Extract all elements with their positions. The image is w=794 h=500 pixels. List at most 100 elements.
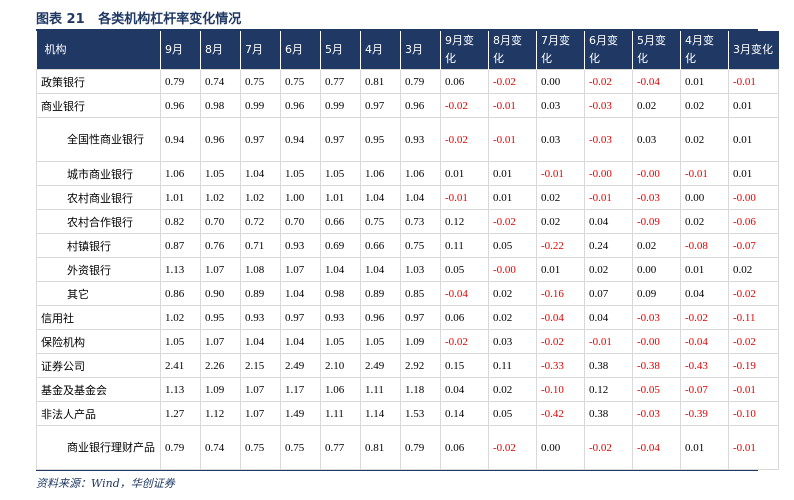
change-value: 0.02	[488, 377, 537, 402]
leverage-value: 0.82	[160, 209, 201, 234]
institution-name: 保险机构	[36, 329, 161, 354]
change-value: -0.03	[584, 93, 633, 118]
change-value: 0.12	[584, 377, 633, 402]
change-value: -0.10	[536, 377, 585, 402]
institution-name: 其它	[36, 281, 161, 306]
leverage-value: 1.07	[200, 329, 241, 354]
leverage-value: 0.96	[400, 93, 441, 118]
leverage-value: 1.02	[240, 185, 281, 210]
leverage-value: 1.06	[320, 377, 361, 402]
leverage-value: 1.06	[360, 161, 401, 186]
change-value: 0.01	[680, 425, 729, 470]
change-value: -0.02	[680, 305, 729, 330]
leverage-value: 1.04	[280, 281, 321, 306]
leverage-value: 0.97	[280, 305, 321, 330]
change-value: 0.02	[680, 93, 729, 118]
change-value: 0.00	[680, 185, 729, 210]
leverage-value: 1.04	[320, 257, 361, 282]
leverage-value: 0.93	[400, 117, 441, 162]
change-value: -0.02	[440, 117, 489, 162]
header-cell: 7月变化	[536, 31, 585, 70]
header-row: 机构 9月 8月 7月 6月 5月 4月 3月 9月变化 8月变化 7月变化 6…	[36, 31, 779, 70]
table-row: 村镇银行 0.87 0.76 0.71 0.93 0.69 0.66 0.75 0.11 0.05…	[36, 233, 779, 258]
change-value: -0.07	[680, 377, 729, 402]
change-value: 0.07	[584, 281, 633, 306]
leverage-value: 0.96	[280, 93, 321, 118]
leverage-value: 0.96	[160, 93, 201, 118]
change-value: -0.00	[632, 161, 681, 186]
leverage-value: 1.04	[360, 185, 401, 210]
change-value: 0.11	[488, 353, 537, 378]
leverage-value: 0.77	[320, 425, 361, 470]
leverage-value: 1.04	[400, 185, 441, 210]
change-value: -0.04	[440, 281, 489, 306]
change-value: 0.24	[584, 233, 633, 258]
leverage-value: 0.99	[320, 93, 361, 118]
leverage-value: 0.98	[320, 281, 361, 306]
change-value: 0.02	[728, 257, 779, 282]
header-cell: 机构	[36, 31, 161, 70]
leverage-value: 1.14	[360, 401, 401, 426]
leverage-value: 0.75	[280, 69, 321, 94]
change-value: -0.02	[728, 329, 779, 354]
institution-name: 城市商业银行	[36, 161, 161, 186]
change-value: -0.01	[488, 93, 537, 118]
change-value: -0.22	[536, 233, 585, 258]
change-value: -0.02	[440, 329, 489, 354]
leverage-value: 1.27	[160, 401, 201, 426]
change-value: 0.02	[584, 257, 633, 282]
change-value: -0.03	[584, 117, 633, 162]
leverage-value: 0.69	[320, 233, 361, 258]
header-cell: 6月	[280, 31, 321, 70]
change-value: 0.04	[680, 281, 729, 306]
leverage-value: 2.49	[280, 353, 321, 378]
change-value: -0.33	[536, 353, 585, 378]
leverage-value: 1.09	[400, 329, 441, 354]
table-row: 其它 0.86 0.90 0.89 1.04 0.98 0.89 0.85 -0.04 0.02-…	[36, 281, 779, 306]
change-value: -0.03	[632, 185, 681, 210]
change-value: 0.14	[440, 401, 489, 426]
change-value: 0.00	[536, 425, 585, 470]
table-row: 政策银行 0.79 0.74 0.75 0.75 0.77 0.81 0.79 0.06 -0.0…	[36, 69, 779, 94]
change-value: 0.03	[488, 329, 537, 354]
leverage-value: 0.94	[280, 117, 321, 162]
leverage-value: 1.01	[160, 185, 201, 210]
header-cell: 6月变化	[584, 31, 633, 70]
change-value: -0.43	[680, 353, 729, 378]
change-value: -0.09	[632, 209, 681, 234]
change-value: -0.00	[632, 329, 681, 354]
institution-name: 外资银行	[36, 257, 161, 282]
change-value: -0.02	[488, 69, 537, 94]
leverage-table: 机构 9月 8月 7月 6月 5月 4月 3月 9月变化 8月变化 7月变化 6…	[36, 31, 779, 470]
leverage-value: 0.81	[360, 69, 401, 94]
change-value: 0.15	[440, 353, 489, 378]
leverage-value: 0.95	[360, 117, 401, 162]
header-cell: 8月变化	[488, 31, 537, 70]
leverage-value: 0.99	[240, 93, 281, 118]
change-value: 0.06	[440, 425, 489, 470]
header-cell: 4月	[360, 31, 401, 70]
change-value: 0.09	[632, 281, 681, 306]
change-value: -0.39	[680, 401, 729, 426]
change-value: -0.05	[632, 377, 681, 402]
leverage-value: 0.66	[320, 209, 361, 234]
leverage-value: 2.15	[240, 353, 281, 378]
leverage-value: 2.41	[160, 353, 201, 378]
leverage-value: 1.07	[240, 377, 281, 402]
change-value: -0.02	[584, 425, 633, 470]
institution-name: 政策银行	[36, 69, 161, 94]
figure-title: 图表 21 各类机构杠杆率变化情况	[36, 12, 242, 27]
change-value: -0.01	[728, 377, 779, 402]
leverage-value: 1.07	[280, 257, 321, 282]
leverage-value: 1.11	[320, 401, 361, 426]
change-value: 0.05	[440, 257, 489, 282]
change-value: -0.01	[584, 185, 633, 210]
leverage-value: 0.97	[400, 305, 441, 330]
change-value: -0.16	[536, 281, 585, 306]
change-value: -0.11	[728, 305, 779, 330]
institution-name: 证券公司	[36, 353, 161, 378]
table-row: 外资银行 1.13 1.07 1.08 1.07 1.04 1.04 1.03 0.05 -0.0…	[36, 257, 779, 282]
change-value: -0.01	[680, 161, 729, 186]
leverage-value: 1.01	[320, 185, 361, 210]
leverage-value: 0.87	[160, 233, 201, 258]
